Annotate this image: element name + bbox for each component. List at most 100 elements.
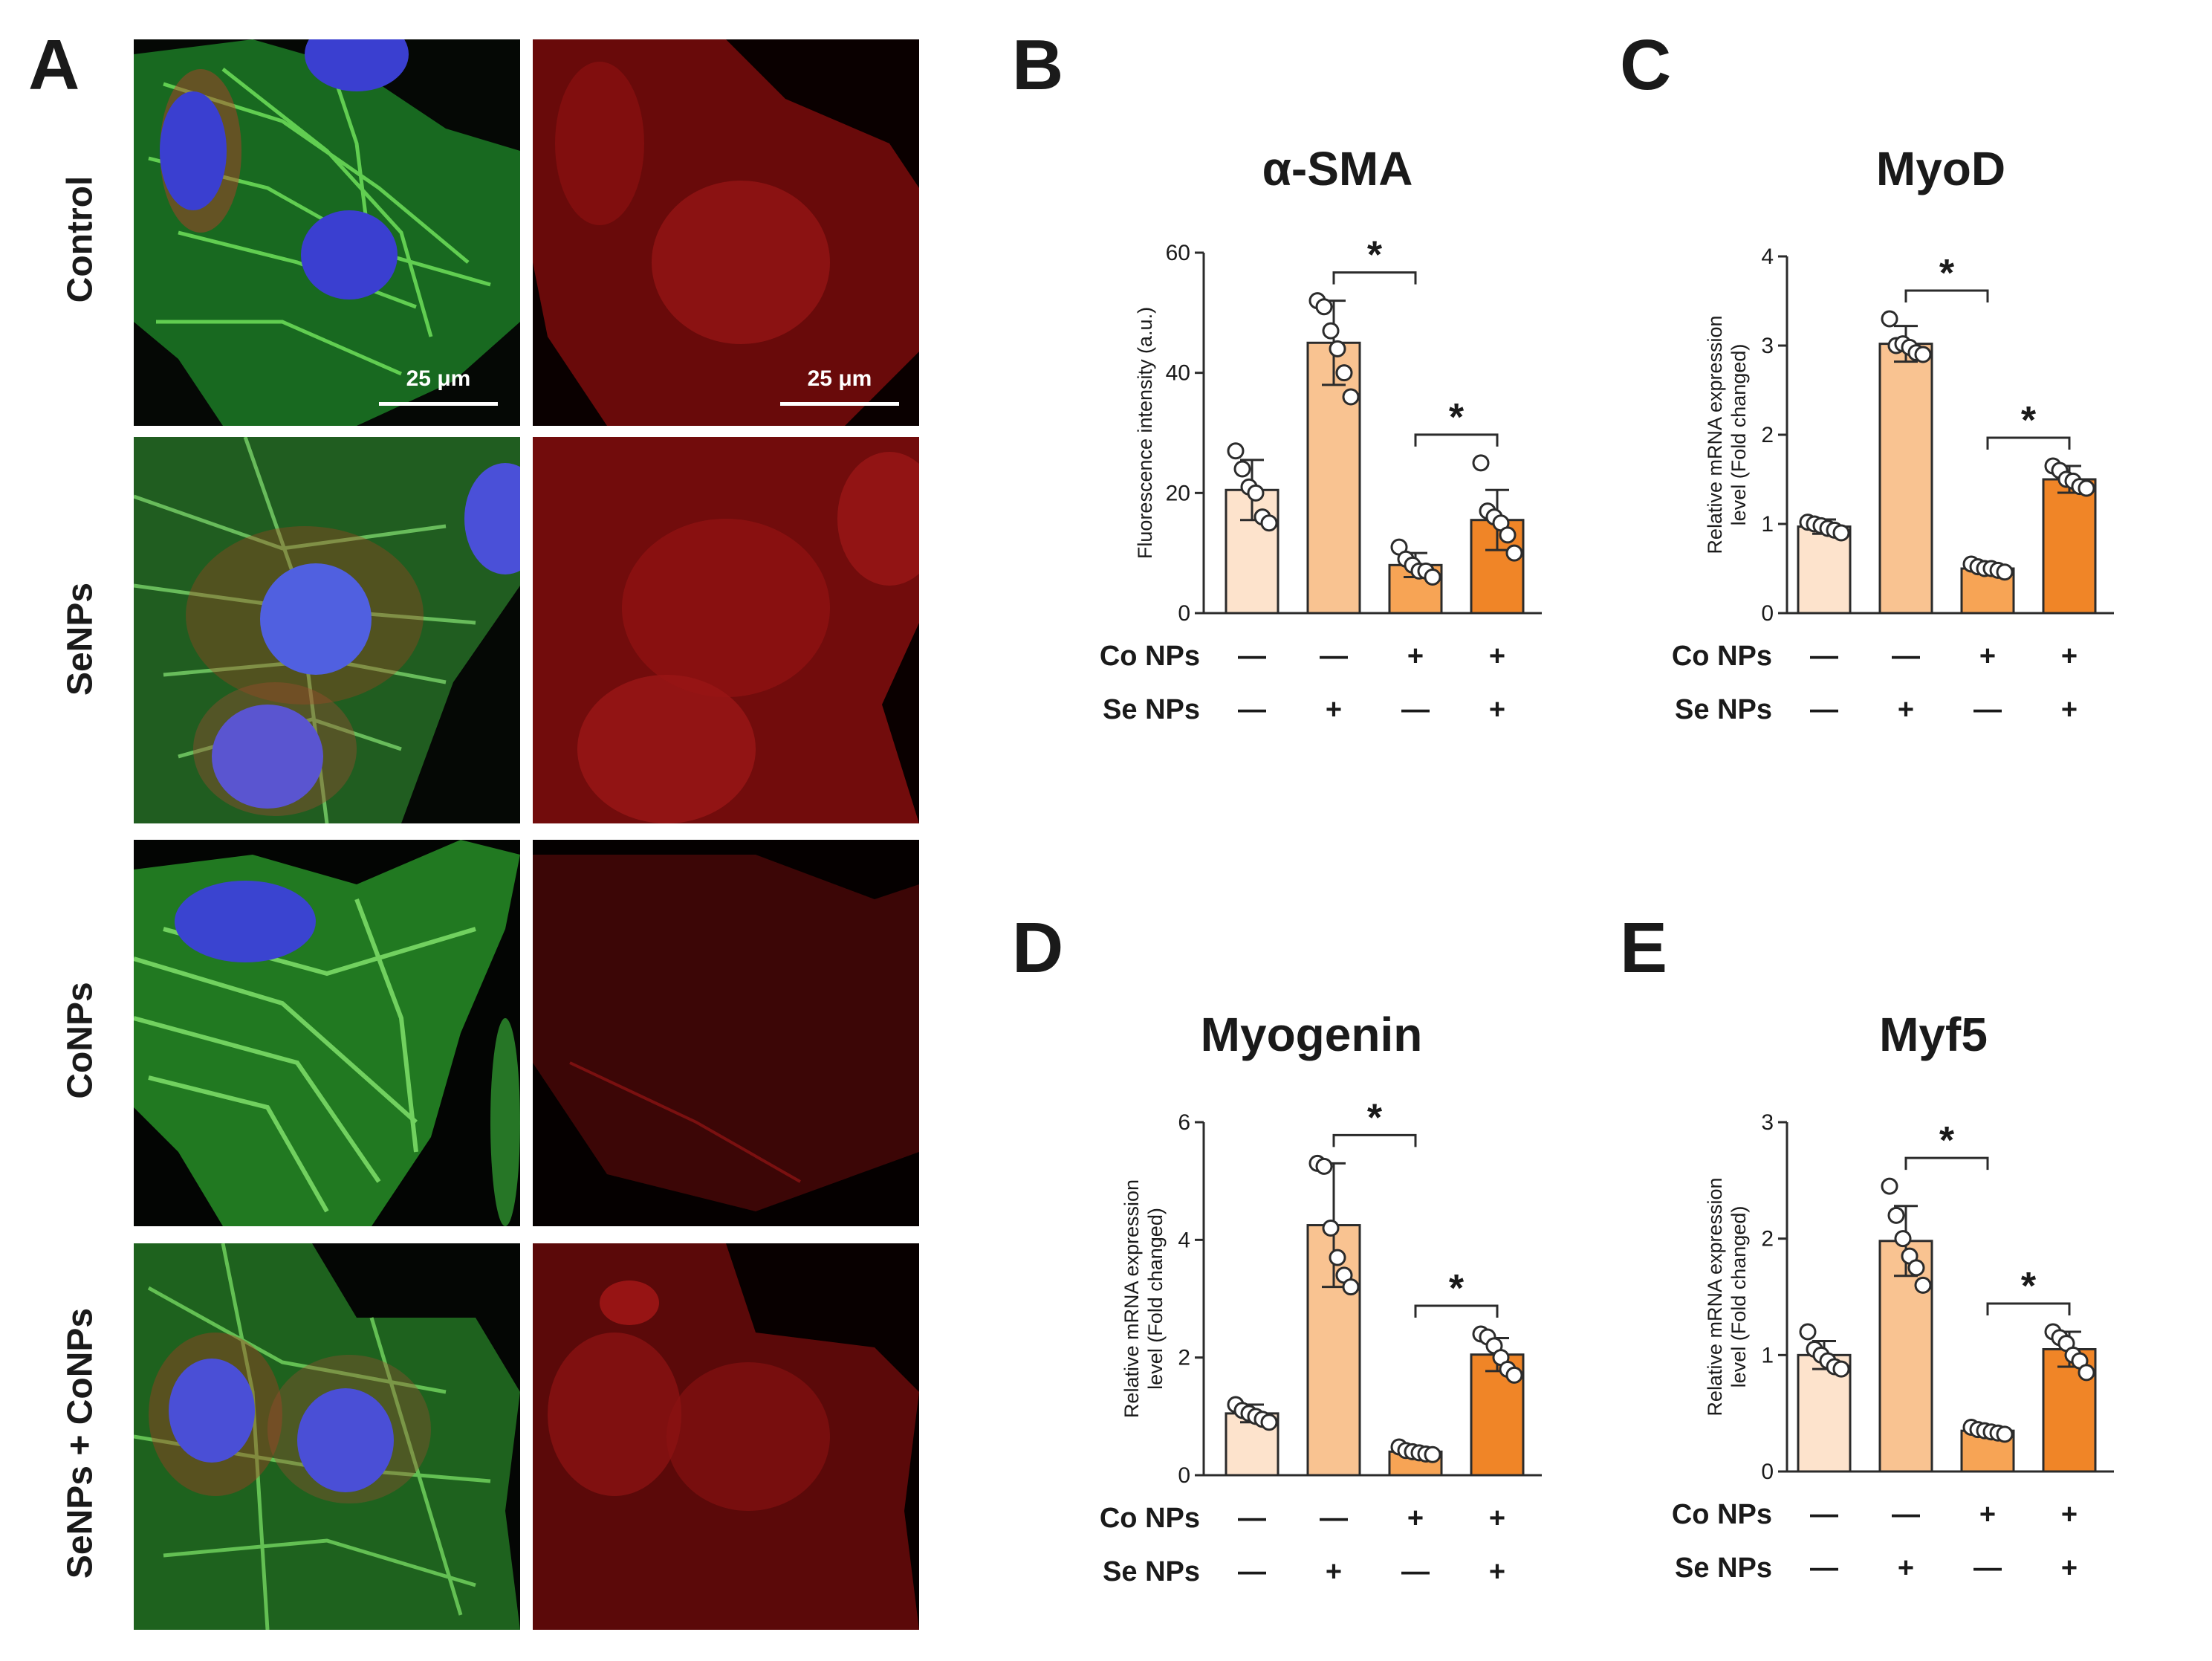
significance-bracket <box>1414 433 1499 447</box>
data-point <box>1342 1278 1360 1296</box>
bar-4 <box>2042 478 2097 615</box>
data-point <box>1260 1414 1278 1431</box>
significance-bracket <box>1332 1133 1417 1147</box>
y-axis-label: Relative mRNA expression <box>1704 1177 1726 1416</box>
y-tick-label: 40 <box>1166 361 1190 386</box>
data-point <box>1996 1425 2014 1443</box>
se-nps-sign: + <box>1326 694 1342 725</box>
scale-bar-line <box>780 402 899 406</box>
co-nps-sign: — <box>1320 1503 1348 1534</box>
se-nps-sign: — <box>1238 694 1266 725</box>
y-tick-label: 2 <box>1761 423 1774 447</box>
data-point <box>1799 1323 1817 1341</box>
y-tick-label: 20 <box>1166 481 1190 505</box>
significance-star: * <box>2021 1265 2037 1308</box>
data-point <box>1227 442 1245 460</box>
co-nps-sign: — <box>1810 641 1838 672</box>
data-point <box>1335 364 1353 382</box>
se-nps-label: Se NPs <box>1103 694 1200 725</box>
se-nps-sign: + <box>2061 1552 2078 1584</box>
data-point <box>1914 346 1932 363</box>
data-point <box>1329 340 1346 357</box>
significance-bracket <box>1332 271 1417 285</box>
se-nps-sign: + <box>1898 694 1914 725</box>
se-nps-sign: + <box>1898 1552 1914 1584</box>
data-point <box>1342 388 1360 406</box>
co-nps-sign: — <box>1320 641 1348 672</box>
micrograph-red-conps <box>533 840 919 1226</box>
co-nps-sign: — <box>1238 641 1266 672</box>
se-nps-sign: — <box>1973 1552 2002 1584</box>
se-nps-sign: + <box>1489 1556 1505 1587</box>
micrograph-red-control: 25 μm <box>533 39 919 426</box>
chart-title-myf5: Myf5 <box>1879 1008 1988 1061</box>
y-tick-label: 4 <box>1178 1228 1190 1252</box>
row-label-control: Control <box>60 175 100 303</box>
data-point <box>1329 1249 1346 1266</box>
co-nps-sign: + <box>2061 1499 2078 1530</box>
data-point <box>1247 484 1265 502</box>
co-nps-sign: + <box>1489 641 1505 672</box>
se-nps-sign: — <box>1973 694 2002 725</box>
data-point <box>1260 514 1278 532</box>
y-tick-label: 6 <box>1178 1110 1190 1135</box>
data-point <box>1914 1276 1932 1294</box>
data-point <box>1894 1230 1912 1248</box>
significance-star: * <box>1367 1096 1383 1139</box>
se-nps-label: Se NPs <box>1103 1556 1200 1587</box>
y-tick-label: 1 <box>1761 512 1774 537</box>
co-nps-sign: + <box>1407 641 1424 672</box>
row-label-senps: SeNPs <box>60 582 100 696</box>
micrograph-merged-senps <box>134 437 520 823</box>
y-tick-label: 0 <box>1178 601 1190 626</box>
data-point <box>1881 1177 1898 1195</box>
co-nps-label: Co NPs <box>1100 1503 1200 1534</box>
y-tick-label: 0 <box>1178 1463 1190 1488</box>
significance-bracket <box>1904 1156 1989 1171</box>
y-tick-label: 1 <box>1761 1343 1774 1367</box>
data-point <box>1996 563 2014 581</box>
micrograph-red-senps <box>533 437 919 823</box>
se-nps-sign: — <box>1810 1552 1838 1584</box>
row-label-conps: CoNPs <box>60 982 100 1099</box>
significance-star: * <box>2021 399 2037 442</box>
significance-bracket <box>1986 1302 2071 1315</box>
co-nps-sign: — <box>1810 1499 1838 1530</box>
data-point <box>1322 322 1340 340</box>
y-tick-label: 3 <box>1761 1110 1774 1135</box>
bar-2 <box>1878 343 1933 615</box>
scale-bar: 25 μm <box>780 366 899 411</box>
significance-star: * <box>1367 234 1383 277</box>
data-point <box>1881 310 1898 328</box>
co-nps-sign: — <box>1892 1499 1920 1530</box>
se-nps-sign: + <box>1326 1556 1342 1587</box>
y-axis-label: level (Fold changed) <box>1144 1208 1167 1390</box>
y-tick-label: 0 <box>1761 601 1774 626</box>
scale-bar: 25 μm <box>379 366 498 411</box>
data-point <box>1832 524 1850 542</box>
data-point <box>1499 526 1517 544</box>
significance-star: * <box>1939 1119 1955 1162</box>
micrograph-merged-control: 25 μm <box>134 39 520 426</box>
data-point <box>1832 1360 1850 1378</box>
se-nps-sign: — <box>1401 694 1430 725</box>
significance-star: * <box>1449 396 1465 439</box>
chart-title-alpha-sma: α-SMA <box>1262 142 1413 195</box>
panel-letter-a: A <box>28 25 80 105</box>
y-tick-label: 4 <box>1761 245 1774 269</box>
y-axis-label: level (Fold changed) <box>1728 344 1750 526</box>
se-nps-label: Se NPs <box>1675 694 1772 725</box>
data-point <box>1315 298 1333 316</box>
panel-letter-b: B <box>1012 25 1064 105</box>
scale-bar-label: 25 μm <box>406 366 471 391</box>
y-axis-label: Relative mRNA expression <box>1120 1179 1143 1418</box>
se-nps-sign: — <box>1810 694 1838 725</box>
data-point <box>1315 1157 1333 1175</box>
scale-bar-label: 25 μm <box>807 366 872 391</box>
row-label-senps-conps: SeNPs + CoNPs <box>60 1307 100 1579</box>
data-point <box>1322 1220 1340 1237</box>
co-nps-sign: + <box>2061 641 2078 672</box>
data-point <box>1887 1206 1905 1224</box>
co-nps-sign: + <box>1979 641 1996 672</box>
co-nps-label: Co NPs <box>1672 1499 1772 1530</box>
